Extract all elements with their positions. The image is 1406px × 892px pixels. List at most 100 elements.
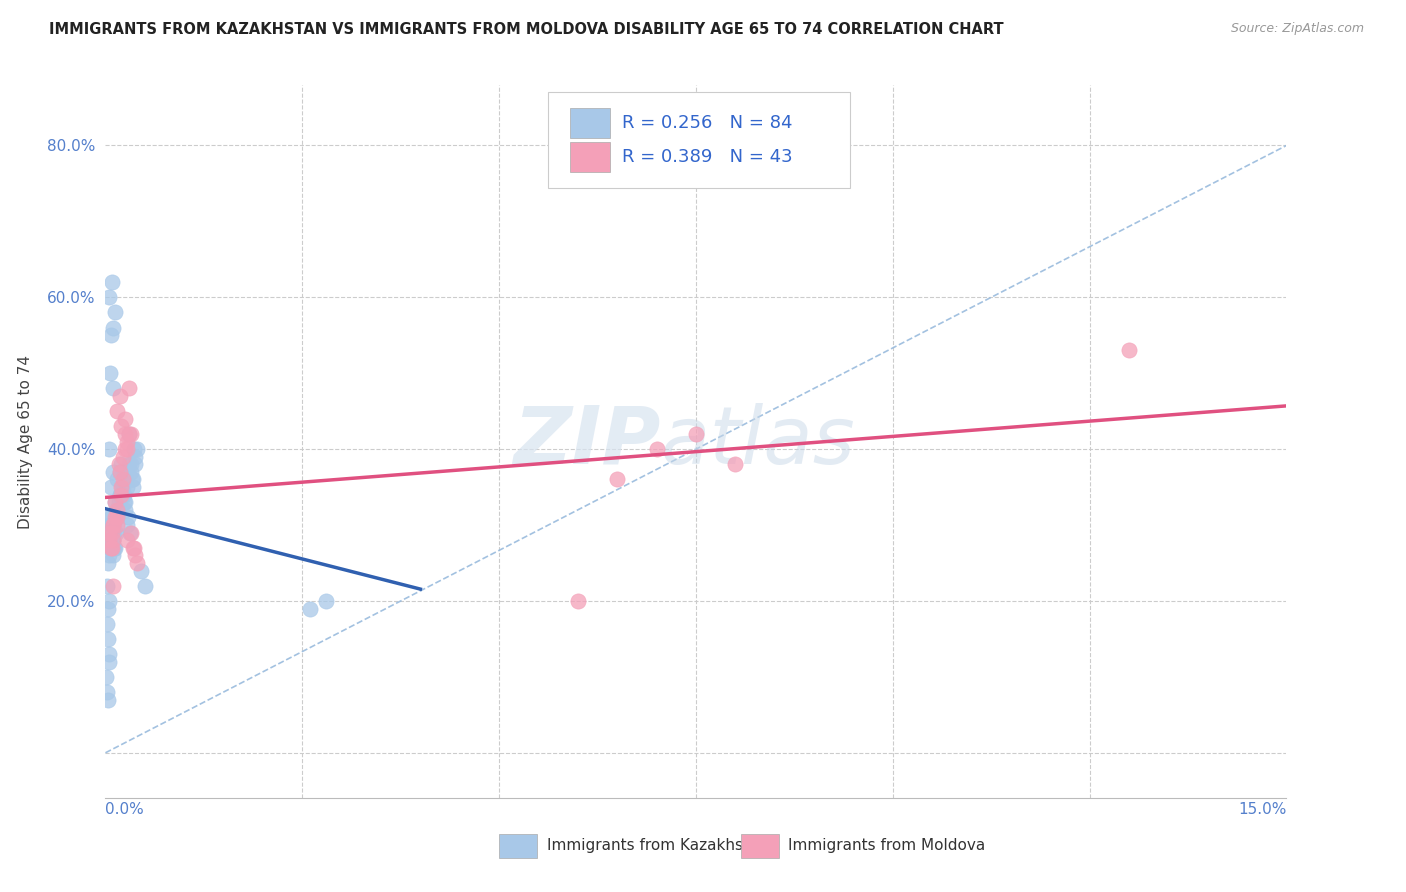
Y-axis label: Disability Age 65 to 74: Disability Age 65 to 74: [18, 354, 34, 529]
Point: [105, 404, 128, 418]
Point: [103, 518, 125, 533]
Point: [104, 525, 127, 540]
Point: [685, 426, 707, 441]
Point: [104, 495, 127, 509]
Point: [118, 458, 141, 472]
Text: Immigrants from Kazakhstan: Immigrants from Kazakhstan: [547, 838, 768, 853]
Point: [97, 647, 120, 661]
Text: atlas: atlas: [661, 402, 855, 481]
Point: [105, 503, 128, 517]
Point: [100, 518, 122, 533]
Point: [98, 525, 121, 540]
Point: [108, 495, 131, 509]
Point: [104, 541, 127, 555]
Point: [108, 389, 131, 403]
Point: [103, 541, 125, 555]
Point: [100, 525, 122, 540]
Point: [98, 442, 121, 457]
Point: [110, 458, 132, 472]
Point: [104, 305, 127, 319]
Text: 15.0%: 15.0%: [1239, 802, 1286, 817]
Point: [97, 518, 120, 533]
Point: [96, 685, 118, 699]
Point: [108, 465, 131, 479]
Point: [100, 525, 122, 540]
Point: [105, 510, 128, 524]
Point: [100, 541, 122, 555]
Point: [122, 541, 145, 555]
Point: [98, 655, 121, 669]
Point: [104, 503, 127, 517]
Point: [124, 458, 146, 472]
Point: [96, 616, 118, 631]
Point: [114, 411, 136, 425]
Point: [98, 533, 121, 548]
Point: [115, 518, 138, 533]
Text: 0.0%: 0.0%: [105, 802, 145, 817]
Point: [110, 488, 132, 502]
Point: [98, 525, 121, 540]
Point: [97, 594, 120, 608]
Text: ZIP: ZIP: [513, 402, 661, 481]
Point: [100, 518, 122, 533]
Point: [97, 601, 120, 615]
Point: [100, 328, 122, 343]
Point: [567, 594, 589, 608]
Point: [105, 518, 128, 533]
Point: [120, 525, 142, 540]
FancyBboxPatch shape: [569, 108, 610, 138]
Point: [112, 495, 135, 509]
Point: [117, 533, 139, 548]
Point: [299, 601, 322, 615]
Point: [118, 426, 141, 441]
Point: [117, 442, 139, 457]
Point: [98, 533, 121, 548]
Point: [125, 556, 148, 570]
Point: [105, 473, 128, 487]
Point: [117, 480, 139, 494]
Point: [112, 488, 135, 502]
Point: [118, 426, 141, 441]
Point: [98, 510, 121, 524]
Point: [124, 450, 146, 464]
Point: [100, 541, 122, 555]
Point: [111, 473, 134, 487]
Point: [100, 480, 122, 494]
Point: [108, 458, 131, 472]
Point: [120, 458, 142, 472]
Point: [120, 426, 142, 441]
Text: Immigrants from Moldova: Immigrants from Moldova: [789, 838, 986, 853]
Point: [114, 442, 136, 457]
Point: [108, 488, 131, 502]
Point: [110, 480, 132, 494]
Point: [121, 473, 143, 487]
Point: [97, 556, 120, 570]
Point: [124, 549, 146, 563]
Point: [100, 510, 122, 524]
Point: [98, 533, 121, 548]
Point: [101, 533, 124, 548]
Point: [107, 503, 129, 517]
FancyBboxPatch shape: [548, 92, 849, 188]
Point: [104, 495, 127, 509]
Point: [101, 579, 124, 593]
Point: [98, 366, 121, 380]
Point: [101, 465, 124, 479]
Point: [97, 632, 120, 646]
Point: [110, 419, 132, 434]
Text: Source: ZipAtlas.com: Source: ZipAtlas.com: [1230, 22, 1364, 36]
Point: [122, 541, 145, 555]
Point: [606, 473, 628, 487]
Point: [103, 525, 125, 540]
Point: [134, 579, 156, 593]
Point: [118, 381, 141, 395]
Point: [115, 434, 138, 449]
Point: [101, 518, 124, 533]
Point: [103, 533, 125, 548]
Point: [115, 473, 138, 487]
Text: R = 0.256   N = 84: R = 0.256 N = 84: [621, 114, 792, 132]
Point: [101, 533, 124, 548]
Point: [108, 488, 131, 502]
Point: [645, 442, 668, 457]
Point: [110, 465, 132, 479]
